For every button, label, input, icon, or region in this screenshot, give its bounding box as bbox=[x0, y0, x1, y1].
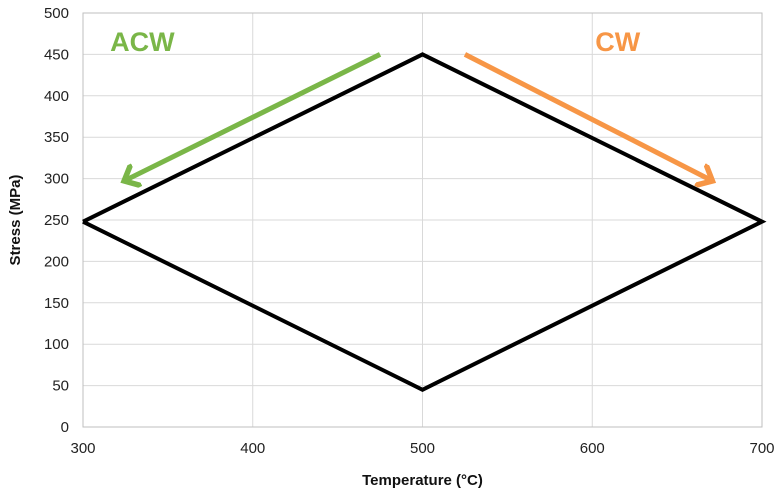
y-axis-title: Stress (MPa) bbox=[7, 175, 24, 266]
y-tick-label: 0 bbox=[61, 419, 69, 436]
direction-label: ACW bbox=[110, 27, 175, 57]
y-tick-label: 300 bbox=[44, 171, 69, 188]
y-tick-label: 250 bbox=[44, 212, 69, 229]
direction-arrow bbox=[463, 52, 711, 180]
y-tick-label: 150 bbox=[44, 295, 69, 312]
x-tick-label: 600 bbox=[580, 440, 605, 457]
y-tick-label: 100 bbox=[44, 336, 69, 353]
x-tick-label: 400 bbox=[240, 440, 265, 457]
x-axis-ticks: 300 400 500 600 700 bbox=[70, 440, 774, 457]
y-tick-label: 350 bbox=[44, 129, 69, 146]
gridlines bbox=[82, 12, 763, 428]
y-tick-label: 450 bbox=[44, 46, 69, 63]
direction-arrow bbox=[125, 52, 382, 180]
y-tick-label: 500 bbox=[44, 5, 69, 22]
y-tick-label: 400 bbox=[44, 88, 69, 105]
x-tick-label: 700 bbox=[749, 440, 774, 457]
y-axis-ticks: 0 50 100 150 200 250 300 350 400 450 500 bbox=[44, 5, 69, 436]
y-tick-label: 50 bbox=[52, 378, 69, 395]
data-series bbox=[82, 52, 767, 392]
x-tick-label: 300 bbox=[70, 440, 95, 457]
x-tick-label: 500 bbox=[410, 440, 435, 457]
x-axis-title: Temperature (°C) bbox=[362, 472, 483, 489]
annotations: ACW CW bbox=[110, 27, 711, 180]
direction-label: CW bbox=[595, 27, 640, 57]
series-line bbox=[82, 52, 767, 392]
y-tick-label: 200 bbox=[44, 253, 69, 270]
